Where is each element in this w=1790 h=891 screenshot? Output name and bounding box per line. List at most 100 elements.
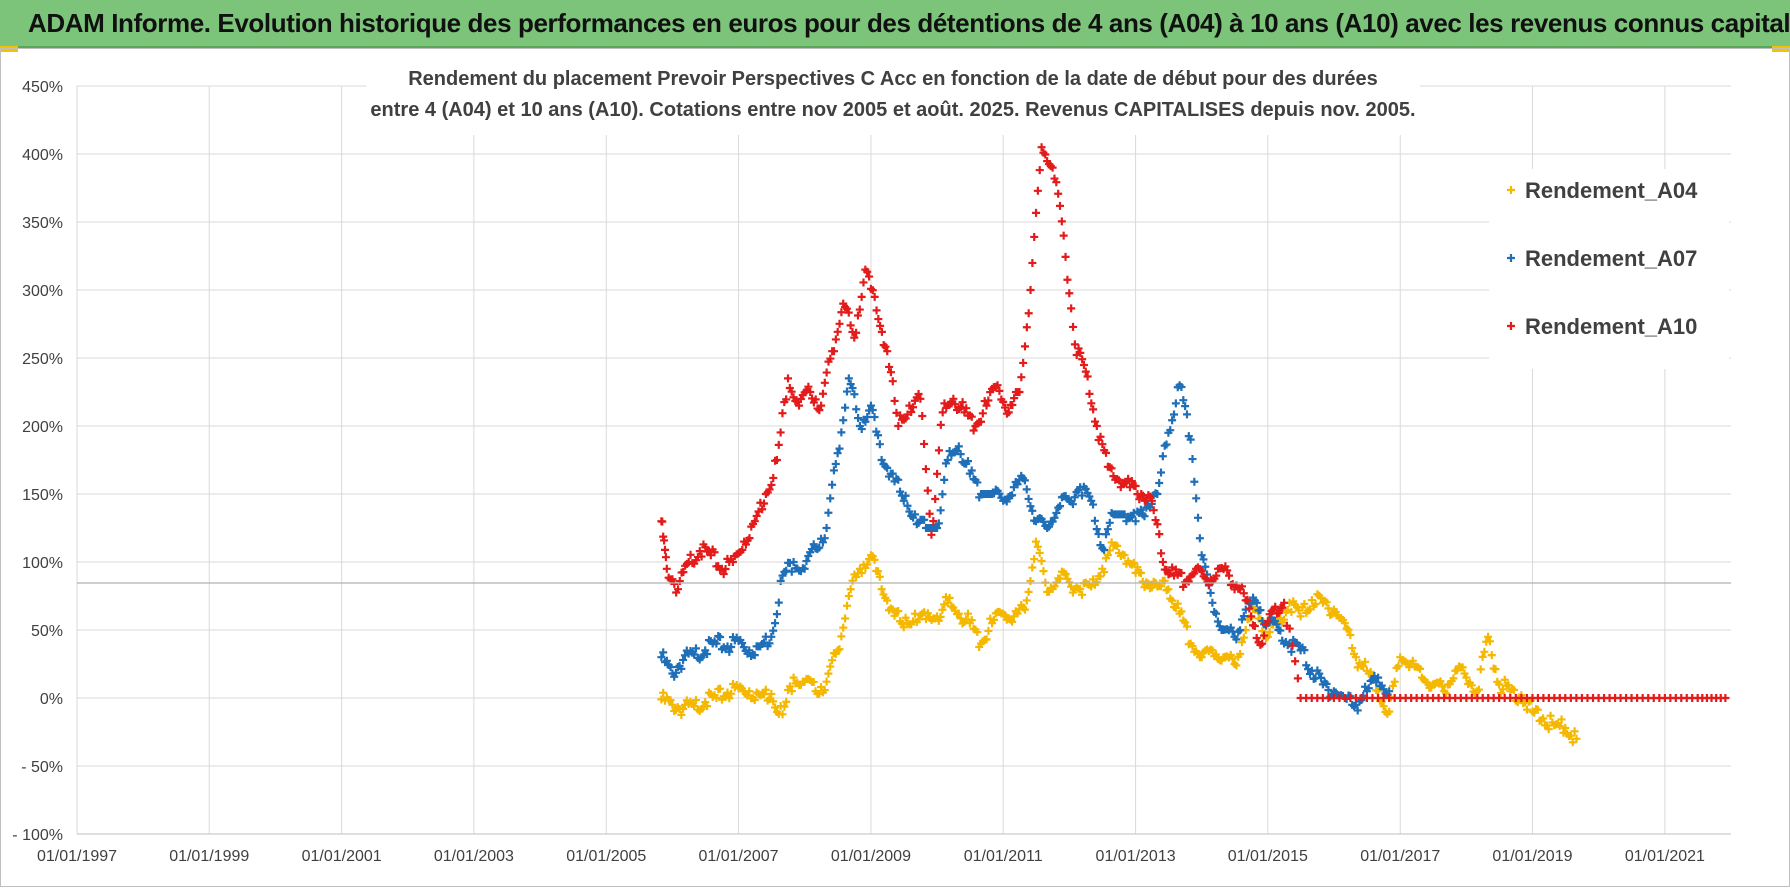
data-point	[999, 397, 1008, 406]
data-point	[785, 682, 794, 691]
chart-axes: - 100% - 50% 0% 50% 100% 150% 200% 250% 300% 350%…	[12, 79, 1731, 865]
data-point	[1013, 609, 1022, 618]
data-point	[1081, 484, 1090, 493]
data-point	[850, 333, 859, 342]
data-point	[881, 342, 890, 351]
data-point	[984, 626, 993, 635]
data-point	[782, 697, 791, 706]
data-point	[841, 614, 850, 623]
data-point	[670, 579, 679, 588]
data-point	[662, 656, 671, 665]
y-tick-label: 0%	[40, 691, 63, 708]
legend-marker	[1507, 254, 1515, 262]
data-point	[1078, 491, 1086, 500]
data-point	[1098, 440, 1107, 449]
data-point	[1133, 490, 1142, 499]
data-point	[675, 577, 684, 586]
data-point	[894, 607, 903, 616]
data-point	[1379, 685, 1388, 694]
data-point	[1008, 400, 1017, 409]
data-point	[1151, 489, 1160, 498]
data-point	[1390, 677, 1399, 686]
data-point	[1206, 645, 1215, 654]
data-point	[901, 414, 910, 423]
data-point	[933, 469, 942, 478]
data-point	[809, 540, 818, 549]
data-point	[1039, 567, 1048, 576]
data-point	[1201, 574, 1210, 583]
data-point	[1197, 551, 1206, 560]
data-point	[907, 407, 916, 416]
data-point	[1158, 558, 1167, 566]
data-point	[1063, 574, 1072, 583]
data-point	[1232, 661, 1241, 670]
data-point	[1096, 432, 1105, 441]
data-point	[872, 306, 881, 315]
data-point	[1194, 513, 1203, 522]
data-point	[1133, 563, 1142, 572]
data-point	[1070, 493, 1079, 502]
data-point	[1181, 402, 1190, 411]
data-point	[1205, 580, 1214, 589]
data-point	[875, 572, 884, 581]
data-point	[914, 390, 923, 399]
data-point	[749, 519, 758, 528]
data-point	[995, 386, 1004, 395]
data-point	[910, 609, 919, 618]
data-point	[778, 409, 787, 418]
data-point	[659, 648, 668, 657]
data-point	[738, 639, 747, 648]
data-point	[831, 335, 840, 344]
data-point	[1094, 530, 1103, 539]
data-point	[1171, 399, 1180, 408]
data-point	[1688, 694, 1697, 702]
data-point	[798, 564, 807, 573]
data-point	[1026, 576, 1035, 585]
data-point	[1177, 383, 1186, 392]
data-point	[1212, 650, 1221, 659]
legend-label: Rendement_A07	[1525, 246, 1697, 271]
data-point	[1557, 715, 1566, 724]
data-point	[883, 596, 892, 605]
data-point	[1570, 727, 1579, 736]
data-point	[1033, 542, 1042, 551]
data-point	[1350, 649, 1359, 658]
data-point	[1236, 626, 1245, 635]
data-point	[826, 354, 835, 363]
data-point	[668, 700, 677, 709]
data-point	[1092, 422, 1101, 430]
data-point	[956, 450, 965, 459]
data-point	[1322, 679, 1331, 688]
data-point	[1076, 348, 1085, 357]
data-point	[833, 449, 842, 458]
data-point	[1228, 654, 1237, 663]
data-point	[934, 519, 943, 528]
data-point	[1357, 694, 1366, 702]
data-point	[1039, 517, 1048, 526]
data-point	[1173, 599, 1182, 608]
data-point	[1136, 569, 1145, 578]
data-point	[1190, 569, 1199, 578]
data-point	[1054, 189, 1063, 198]
data-point	[877, 456, 886, 464]
data-point	[809, 678, 818, 687]
data-point	[1017, 373, 1026, 382]
data-point	[1103, 525, 1112, 534]
data-point	[1149, 506, 1158, 515]
data-point	[982, 635, 991, 644]
data-point	[1555, 722, 1564, 731]
data-point	[1250, 596, 1259, 605]
x-tick-label: 01/01/2015	[1228, 848, 1308, 865]
data-point	[951, 400, 960, 409]
data-point	[1278, 603, 1287, 612]
data-point	[1364, 684, 1373, 693]
data-point	[1129, 558, 1138, 567]
data-point	[1166, 569, 1175, 578]
data-point	[776, 576, 785, 585]
data-point	[1096, 572, 1105, 581]
data-point	[866, 401, 875, 410]
data-point	[672, 588, 681, 597]
data-point	[1010, 394, 1019, 403]
data-point	[783, 374, 792, 383]
data-point	[1019, 358, 1028, 367]
